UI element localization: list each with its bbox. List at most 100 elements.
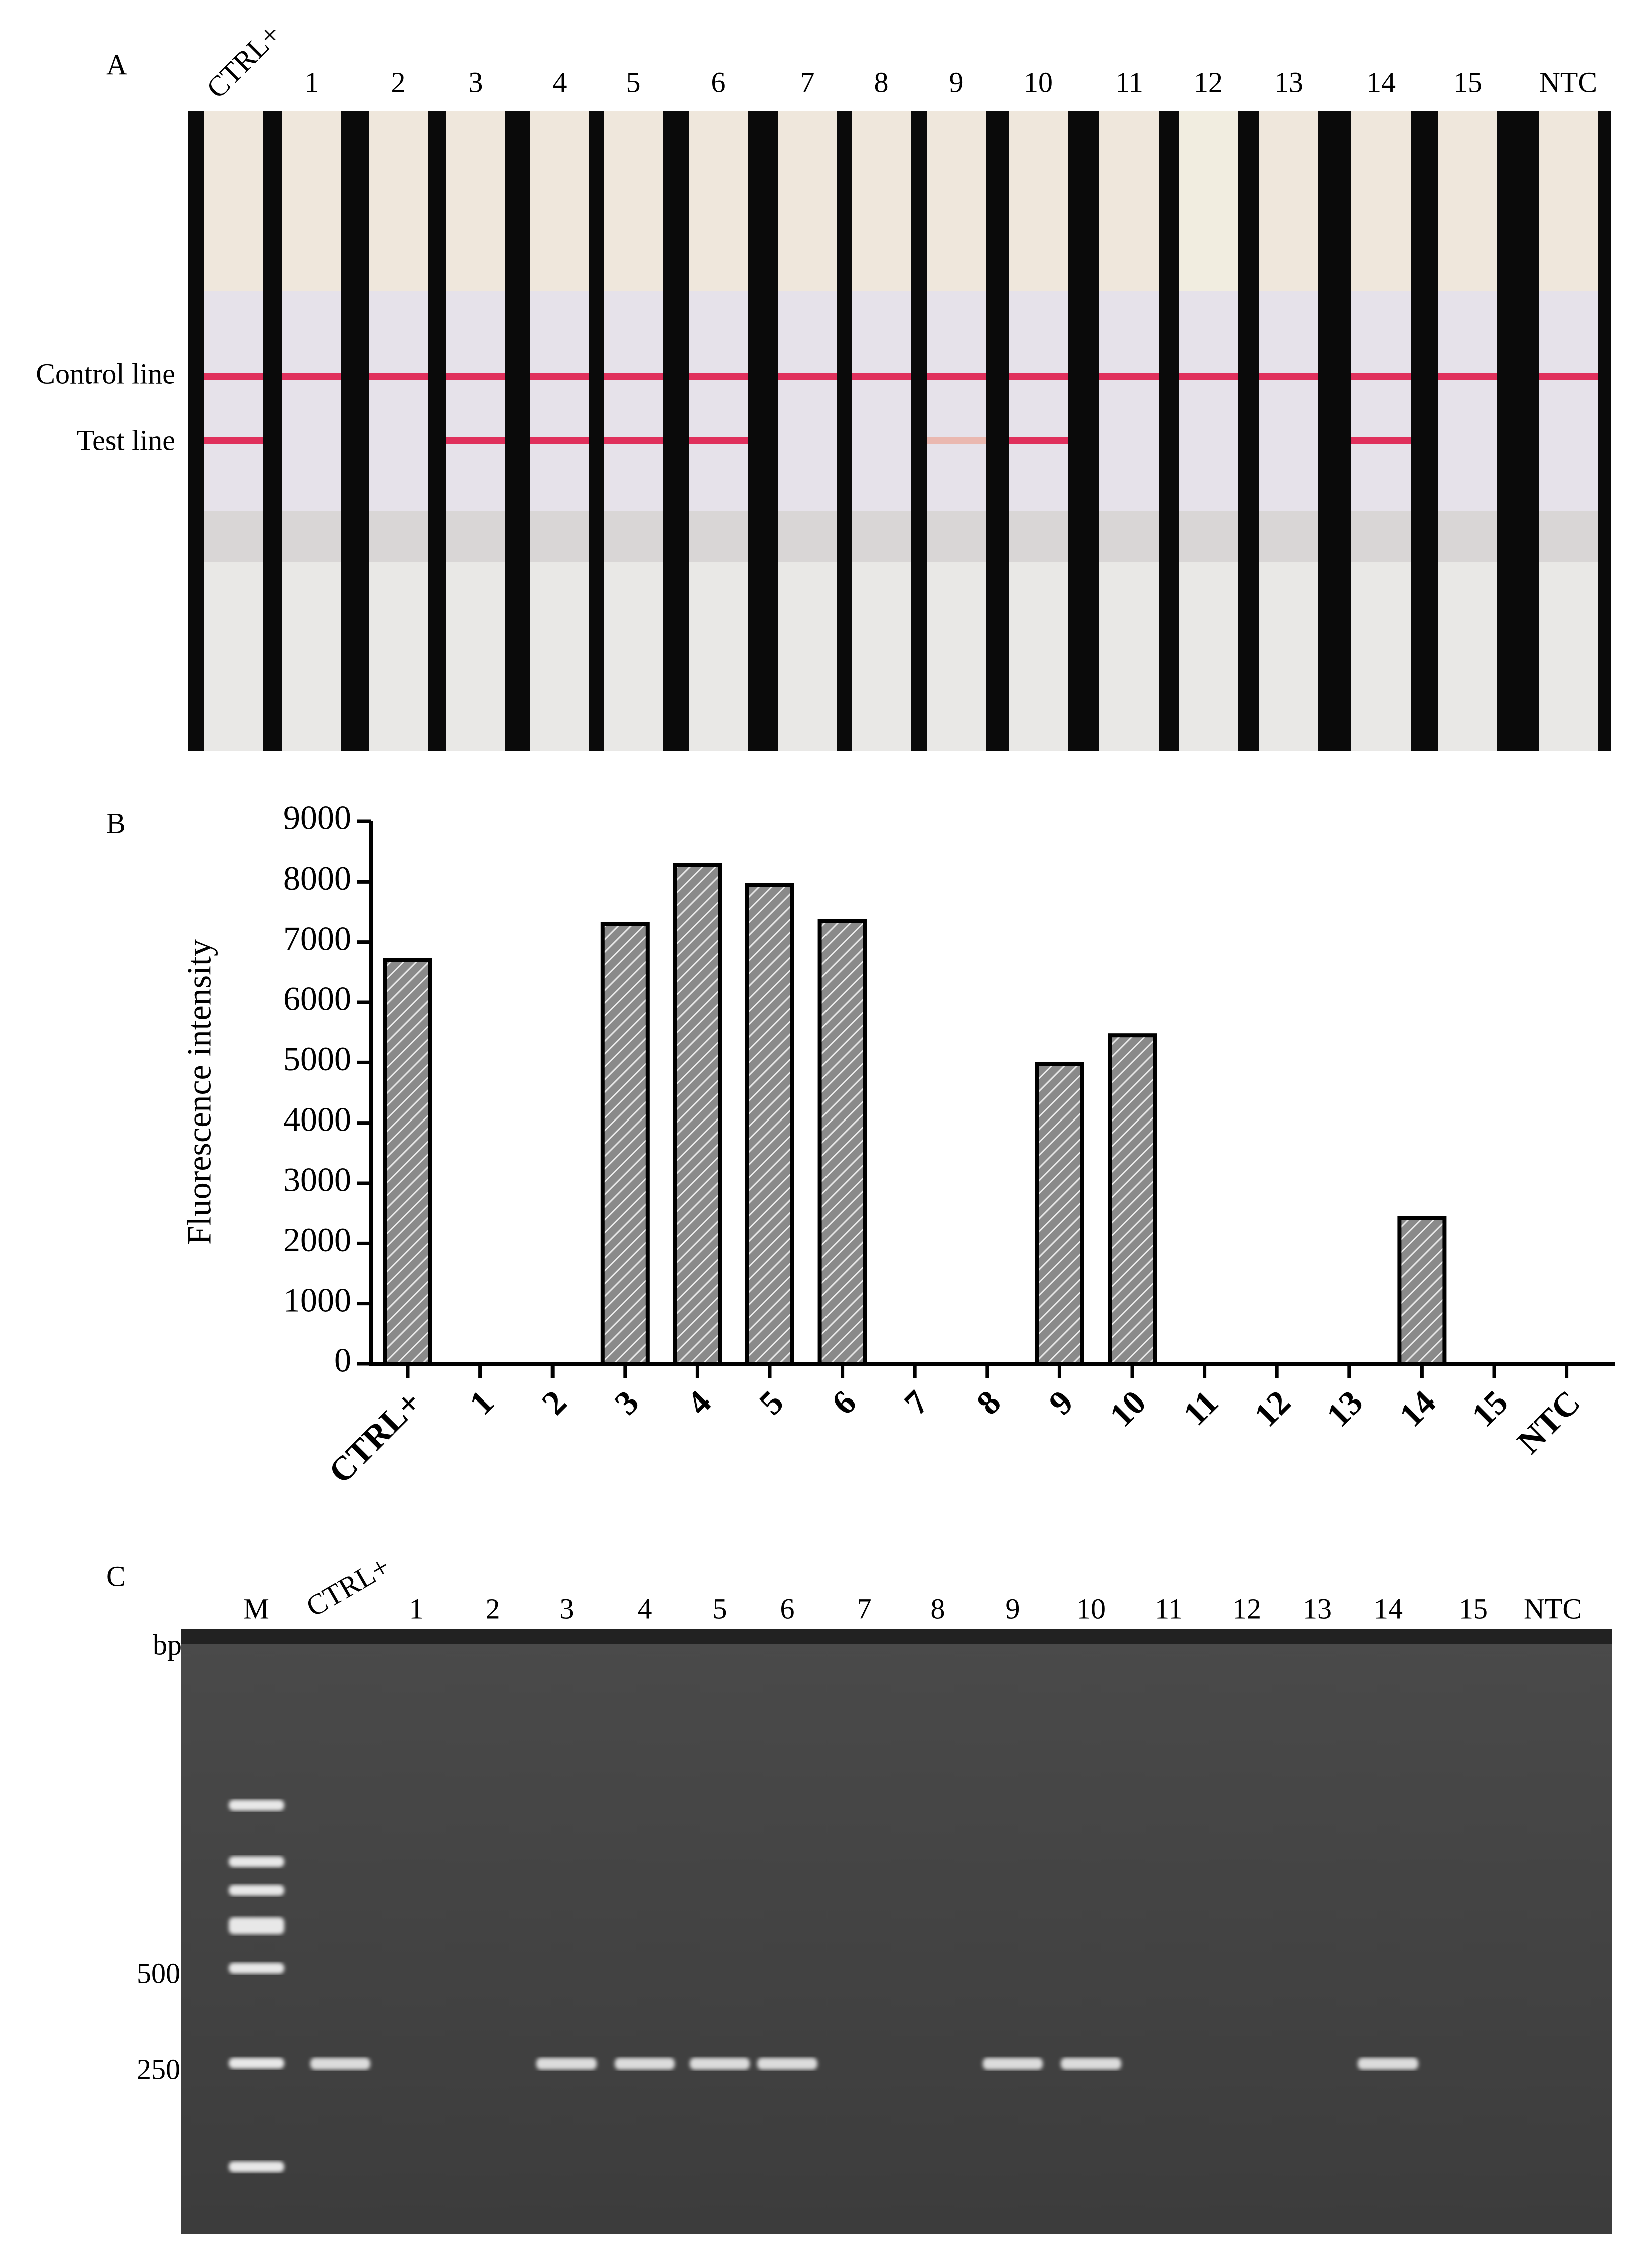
control-line: [1179, 373, 1238, 380]
strip-pad: [1259, 111, 1318, 291]
panel-label: A: [106, 48, 127, 81]
test-line: [1009, 437, 1068, 444]
strip-membrane: [689, 291, 748, 511]
gel-wells: [181, 1629, 1612, 1644]
strip-textured: [604, 511, 663, 562]
strip-textured: [852, 511, 911, 562]
strip-membrane: [778, 291, 837, 511]
panel-label: C: [106, 1560, 126, 1592]
x-tick-label: 3: [607, 1383, 646, 1422]
lane-label: 2: [391, 66, 406, 98]
y-tick-label: 0: [334, 1341, 351, 1379]
strip-membrane: [369, 291, 428, 511]
test-line: [446, 437, 505, 444]
lane-label: 6: [711, 66, 726, 98]
test-line: [604, 437, 663, 444]
x-tick-label: 9: [1041, 1383, 1080, 1422]
lane-label: CTRL+: [301, 1550, 395, 1623]
strip-pad: [369, 111, 428, 291]
strip-pad: [1009, 111, 1068, 291]
strip-membrane: [282, 291, 341, 511]
test-line: [530, 437, 589, 444]
gel-band: [536, 2058, 597, 2070]
lane-label: 11: [1155, 1592, 1183, 1625]
control-line: [1351, 373, 1411, 380]
y-tick-label: 3000: [283, 1161, 351, 1199]
y-tick-label: 7000: [283, 919, 351, 957]
gel-band: [1358, 2058, 1418, 2070]
strip-textured: [1438, 511, 1497, 562]
gel-band: [1061, 2058, 1121, 2070]
lane-label: CTRL+: [200, 18, 288, 105]
x-tick-label: 8: [969, 1383, 1008, 1422]
strip-pad: [604, 111, 663, 291]
gel: [181, 1629, 1612, 2234]
control-line: [530, 373, 589, 380]
strip-textured: [1539, 511, 1598, 562]
y-tick-label: 4000: [283, 1100, 351, 1138]
strip-membrane: [1099, 291, 1159, 511]
x-tick-label: CTRL+: [321, 1383, 429, 1491]
control-line: [369, 373, 428, 380]
strip-pad: [778, 111, 837, 291]
strip-pad: [1438, 111, 1497, 291]
x-tick-label: 2: [534, 1383, 574, 1422]
ladder-band: [229, 2161, 284, 2172]
lane-label: 9: [949, 66, 964, 98]
x-tick-label: 1: [462, 1383, 501, 1422]
x-tick-label: 15: [1464, 1383, 1515, 1434]
y-axis-label: Fluorescence intensity: [180, 939, 218, 1245]
strip-textured: [778, 511, 837, 562]
ladder-band: [229, 1856, 284, 1867]
strip-textured: [530, 511, 589, 562]
lane-label: 5: [626, 66, 641, 98]
x-tick-label: 13: [1319, 1383, 1370, 1434]
control-line: [1539, 373, 1598, 380]
test-line-label: Test line: [77, 424, 175, 456]
strip-sample-pad: [927, 562, 986, 751]
strip-pad: [852, 111, 911, 291]
strip-textured: [282, 511, 341, 562]
control-line: [1009, 373, 1068, 380]
lane-label: M: [243, 1592, 269, 1625]
control-line: [604, 373, 663, 380]
lane-label: 14: [1373, 1592, 1403, 1625]
strip-pad: [927, 111, 986, 291]
strip-sample-pad: [282, 562, 341, 751]
control-line-label: Control line: [36, 357, 175, 390]
x-tick-label: 14: [1392, 1383, 1443, 1434]
strip-membrane: [927, 291, 986, 511]
gel-band: [983, 2058, 1043, 2070]
lane-label: NTC: [1539, 66, 1597, 98]
lane-label: 11: [1115, 66, 1143, 98]
strip-membrane: [204, 291, 263, 511]
control-line: [446, 373, 505, 380]
x-tick-label: 10: [1102, 1383, 1153, 1434]
lane-label: 12: [1194, 66, 1223, 98]
strip-pad: [204, 111, 263, 291]
strip-textured: [689, 511, 748, 562]
strip-sample-pad: [369, 562, 428, 751]
panel-label: B: [106, 807, 126, 839]
ladder-band: [229, 1963, 284, 1974]
lane-label: 2: [486, 1592, 500, 1625]
lane-label: 13: [1303, 1592, 1332, 1625]
test-line: [927, 437, 986, 444]
strip-membrane: [1438, 291, 1497, 511]
x-tick-label: NTC: [1510, 1383, 1587, 1461]
ladder-band: [229, 2058, 284, 2069]
lane-label: 6: [780, 1592, 795, 1625]
strip-pad: [1099, 111, 1159, 291]
x-tick-label: 11: [1176, 1383, 1225, 1433]
lane-label: 7: [857, 1592, 872, 1625]
y-tick-label: 1000: [283, 1281, 351, 1319]
strip-sample-pad: [778, 562, 837, 751]
lane-label: 15: [1459, 1592, 1488, 1625]
x-tick-label: 6: [824, 1383, 863, 1422]
gel-band: [310, 2058, 370, 2070]
strip-membrane: [1179, 291, 1238, 511]
strip-membrane: [1539, 291, 1598, 511]
gel-band: [690, 2058, 750, 2070]
strip-membrane: [1009, 291, 1068, 511]
strip-pad: [530, 111, 589, 291]
